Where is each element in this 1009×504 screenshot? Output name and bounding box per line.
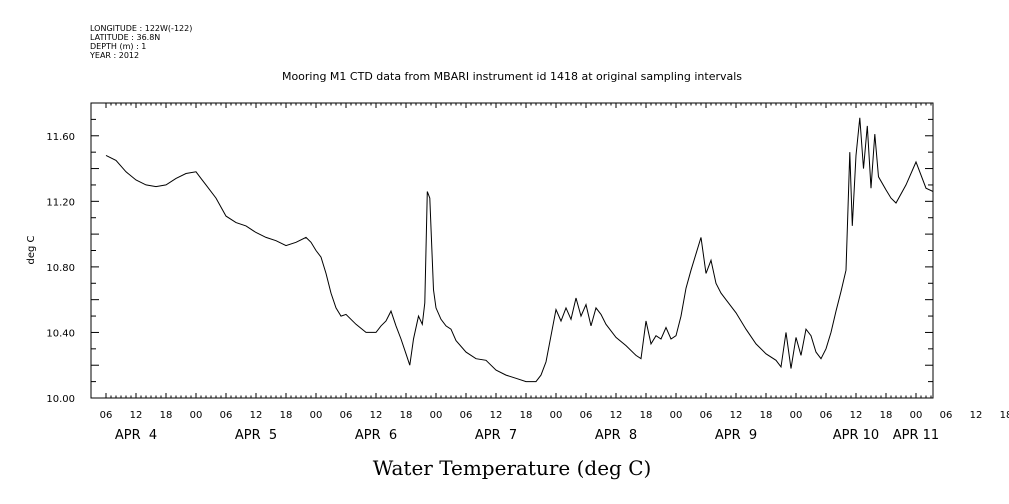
y-tick-label: 11.60	[46, 132, 75, 143]
x-tick-label: 12	[490, 410, 503, 421]
day-label: APR 10	[833, 428, 879, 443]
day-label: APR 4	[115, 428, 157, 443]
day-label: APR 8	[595, 428, 637, 443]
y-axis-label: deg C	[26, 235, 37, 264]
metadata-line: YEAR : 2012	[89, 51, 139, 60]
x-tick-label: 00	[310, 410, 323, 421]
x-axis-label: Water Temperature (deg C)	[373, 456, 652, 480]
x-tick-label: 06	[220, 410, 233, 421]
day-label: APR 11	[893, 428, 939, 443]
x-tick-label: 00	[910, 410, 923, 421]
x-tick-label: 06	[940, 410, 953, 421]
x-tick-label: 12	[850, 410, 863, 421]
day-label: APR 6	[355, 428, 397, 443]
metadata-block: LONGITUDE : 122W(-122)LATITUDE : 36.8NDE…	[89, 24, 192, 60]
x-tick-label: 00	[550, 410, 563, 421]
chart-title: Mooring M1 CTD data from MBARI instrumen…	[282, 70, 742, 83]
y-tick-label: 10.00	[46, 394, 75, 405]
y-tick-labels: 10.00 10.40 10.80 11.20 11.60	[46, 132, 75, 405]
x-tick-label: 12	[730, 410, 743, 421]
x-tick-label: 12	[130, 410, 143, 421]
x-tick-label: 00	[790, 410, 803, 421]
x-tick-label: 18	[160, 410, 173, 421]
x-tick-label: 00	[190, 410, 203, 421]
x-tick-label: 06	[580, 410, 593, 421]
day-label: APR 5	[235, 428, 277, 443]
x-tick-label: 00	[670, 410, 683, 421]
day-label: APR 7	[475, 428, 517, 443]
x-tick-label: 18	[880, 410, 893, 421]
x-tick-label: 12	[610, 410, 623, 421]
x-tick-label: 18	[1000, 410, 1009, 421]
x-tick-label: 12	[970, 410, 983, 421]
plot-frame	[90, 102, 934, 399]
x-tick-label: 18	[520, 410, 533, 421]
metadata-line: DEPTH (m) : 1	[90, 42, 146, 51]
x-tick-label: 06	[460, 410, 473, 421]
y-tick-label: 10.40	[46, 328, 75, 339]
x-tick-label: 00	[430, 410, 443, 421]
x-tick-label: 18	[280, 410, 293, 421]
y-tick-label: 10.80	[46, 263, 75, 274]
x-tick-label: 18	[400, 410, 413, 421]
x-tick-label: 18	[640, 410, 653, 421]
x-tick-label: 18	[760, 410, 773, 421]
x-tick-label: 06	[820, 410, 833, 421]
y-tick-label: 11.20	[46, 197, 75, 208]
x-tick-label: 06	[700, 410, 713, 421]
x-tick-labels: 06 12 18 00 06 12 18 00 06 12 18 00 06 12 18 00 06 12 18 00…	[100, 410, 1009, 421]
x-tick-label: 12	[250, 410, 263, 421]
day-label: APR 9	[715, 428, 757, 443]
x-tick-label: 06	[340, 410, 353, 421]
x-tick-label: 12	[370, 410, 383, 421]
temperature-series-line	[105, 117, 934, 383]
day-labels: APR 4 APR 5 APR 6 APR 7 APR 8 APR 9 APR 10 APR …	[115, 428, 939, 443]
x-tick-label: 06	[100, 410, 113, 421]
metadata-line: LATITUDE : 36.8N	[90, 33, 160, 42]
metadata-line: LONGITUDE : 122W(-122)	[90, 24, 192, 33]
axis-ticks	[91, 102, 933, 399]
